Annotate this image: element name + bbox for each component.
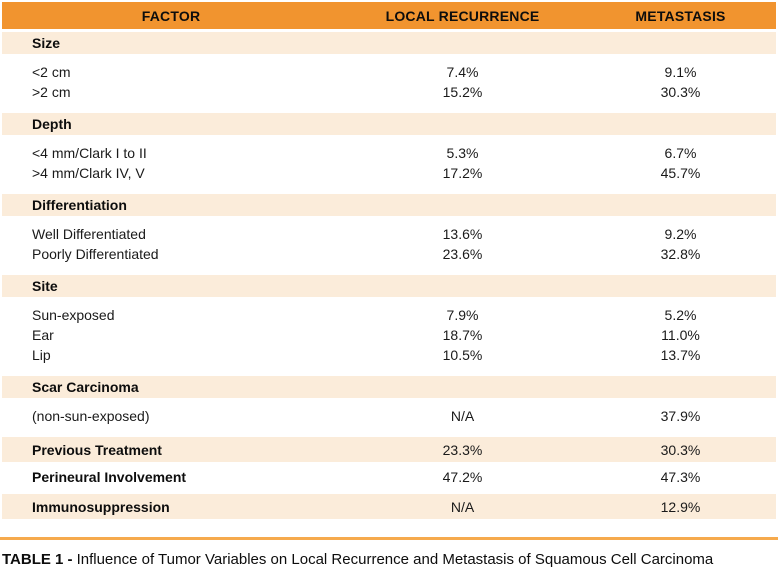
table-row: <4 mm/Clark I to II 5.3% 6.7% <box>2 143 776 163</box>
section-title: Depth <box>32 116 72 132</box>
section-rows-size: <2 cm 7.4% 9.1% >2 cm 15.2% 30.3% <box>2 54 776 110</box>
section-title: Site <box>32 278 58 294</box>
table-row: (non-sun-exposed) N/A 37.9% <box>2 406 776 426</box>
metastasis-cell: 5.2% <box>664 307 697 323</box>
metastasis-cell: 13.7% <box>660 347 701 363</box>
tumor-variables-table: FACTOR LOCAL RECURRENCE METASTASIS Size … <box>2 2 776 519</box>
section-header-scar-carcinoma: Scar Carcinoma <box>2 376 776 398</box>
factor-cell: >2 cm <box>32 84 71 100</box>
table-row-perineural-involvement: Perineural Involvement 47.2% 47.3% <box>2 462 776 491</box>
table-caption: TABLE 1 - Influence of Tumor Variables on… <box>0 550 778 570</box>
local-recurrence-cell: 18.7% <box>442 327 483 343</box>
local-recurrence-cell: 47.2% <box>442 468 483 485</box>
metastasis-cell: 11.0% <box>661 327 700 343</box>
table-row: >4 mm/Clark IV, V 17.2% 45.7% <box>2 163 776 183</box>
column-header-factor: FACTOR <box>141 7 201 24</box>
table-header-row: FACTOR LOCAL RECURRENCE METASTASIS <box>2 2 776 29</box>
metastasis-cell: 9.2% <box>664 226 697 242</box>
table-row: Well Differentiated 13.6% 9.2% <box>2 224 776 244</box>
table-row: Sun-exposed 7.9% 5.2% <box>2 305 776 325</box>
section-rows-differentiation: Well Differentiated 13.6% 9.2% Poorly Di… <box>2 216 776 272</box>
table-row: >2 cm 15.2% 30.3% <box>2 82 776 102</box>
factor-cell: >4 mm/Clark IV, V <box>32 165 145 181</box>
factor-cell: Previous Treatment <box>32 441 162 458</box>
section-header-size: Size <box>2 32 776 54</box>
section-header-differentiation: Differentiation <box>2 194 776 216</box>
section-title: Size <box>32 35 61 51</box>
local-recurrence-cell: 17.2% <box>442 165 483 181</box>
section-title: Differentiation <box>32 197 127 213</box>
factor-cell: Immunosuppression <box>32 498 170 515</box>
column-header-local-recurrence: LOCAL RECURRENCE <box>385 7 540 24</box>
factor-cell: Lip <box>32 347 51 363</box>
local-recurrence-cell: 13.6% <box>442 226 483 242</box>
section-title: Scar Carcinoma <box>32 379 139 395</box>
metastasis-cell: 12.9% <box>660 498 701 515</box>
table-row: <2 cm 7.4% 9.1% <box>2 62 776 82</box>
section-rows-site: Sun-exposed 7.9% 5.2% Ear 18.7% 11.0% Li… <box>2 297 776 373</box>
metastasis-cell: 9.1% <box>664 64 697 80</box>
caption-label: TABLE 1 - <box>2 551 73 568</box>
section-rows-depth: <4 mm/Clark I to II 5.3% 6.7% >4 mm/Clar… <box>2 135 776 191</box>
factor-cell: Poorly Differentiated <box>32 246 159 262</box>
local-recurrence-cell: 7.9% <box>446 307 479 323</box>
factor-cell: Ear <box>32 327 54 343</box>
table-row: Lip 10.5% 13.7% <box>2 345 776 365</box>
local-recurrence-cell: 23.3% <box>442 441 483 458</box>
column-header-metastasis: METASTASIS <box>635 7 726 24</box>
local-recurrence-cell: 5.3% <box>446 145 479 161</box>
metastasis-cell: 37.9% <box>660 408 701 424</box>
caption-text: Influence of Tumor Variables on Local Re… <box>76 551 714 568</box>
local-recurrence-cell: 10.5% <box>442 347 483 363</box>
section-header-site: Site <box>2 275 776 297</box>
factor-cell: <4 mm/Clark I to II <box>32 145 147 161</box>
section-rows-scar-carcinoma: (non-sun-exposed) N/A 37.9% <box>2 398 776 434</box>
table-row: Poorly Differentiated 23.6% 32.8% <box>2 244 776 264</box>
local-recurrence-cell: 23.6% <box>442 246 483 262</box>
section-header-depth: Depth <box>2 113 776 135</box>
factor-cell: Sun-exposed <box>32 307 115 323</box>
table-row-previous-treatment: Previous Treatment 23.3% 30.3% <box>2 437 776 462</box>
factor-cell: Well Differentiated <box>32 226 146 242</box>
metastasis-cell: 30.3% <box>660 441 701 458</box>
caption-divider <box>0 537 778 540</box>
metastasis-cell: 30.3% <box>660 84 701 100</box>
table-row: Ear 18.7% 11.0% <box>2 325 776 345</box>
local-recurrence-cell: 15.2% <box>442 84 483 100</box>
local-recurrence-cell: N/A <box>450 498 475 515</box>
metastasis-cell: 47.3% <box>660 468 701 485</box>
local-recurrence-cell: N/A <box>450 408 475 424</box>
factor-cell: (non-sun-exposed) <box>32 408 150 424</box>
factor-cell: Perineural Involvement <box>32 468 187 485</box>
table-row-immunosuppression: Immunosuppression N/A 12.9% <box>2 494 776 519</box>
local-recurrence-cell: 7.4% <box>446 64 479 80</box>
metastasis-cell: 45.7% <box>660 165 701 181</box>
metastasis-cell: 32.8% <box>660 246 701 262</box>
metastasis-cell: 6.7% <box>664 145 697 161</box>
factor-cell: <2 cm <box>32 64 71 80</box>
